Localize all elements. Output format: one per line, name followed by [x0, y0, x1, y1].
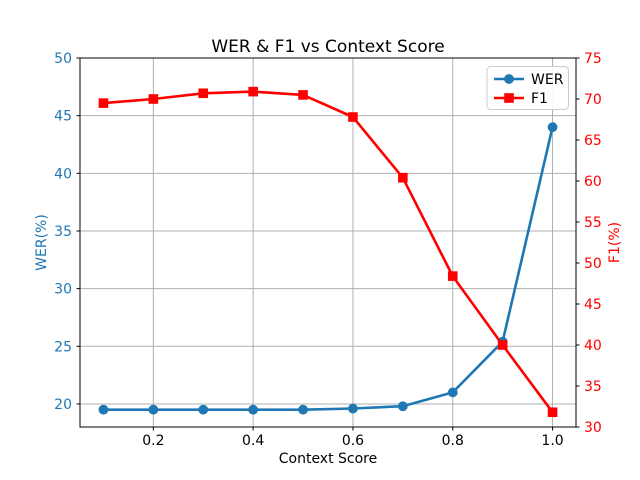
y-right-tick-label: 45	[584, 297, 602, 313]
x-tick-label: 0.2	[142, 433, 164, 449]
wer-marker-point-2	[198, 404, 209, 415]
y-axis-label-left: WER(%)	[34, 214, 50, 271]
y-left-tick-label: 30	[54, 282, 72, 298]
f1-marker-point-2	[198, 88, 209, 99]
legend-label-f1: F1	[531, 91, 548, 107]
f1-marker-point-1	[148, 94, 159, 104]
wer-marker-point-6	[397, 401, 408, 412]
wer-line	[103, 126, 554, 412]
wer-marker-point-4	[298, 404, 308, 415]
y-left-tick-label: 50	[54, 51, 72, 67]
axes-spines	[79, 57, 577, 428]
y-right-tick-label: 50	[584, 256, 602, 272]
y-right-tick-label: 30	[584, 420, 602, 436]
y-left-tick-label: 25	[54, 339, 72, 355]
chart-title: WER & F1 vs Context Score	[211, 37, 444, 57]
y-right-tick-label: 75	[584, 51, 602, 67]
x-tick-label: 1.0	[541, 433, 563, 449]
y-left-tick-label: 45	[54, 109, 72, 125]
y-right-tick-label: 55	[584, 215, 602, 231]
f1-marker-point-8	[497, 340, 508, 350]
y-left-tick-label: 20	[54, 397, 72, 413]
f1-marker-point-6	[398, 172, 408, 183]
f1-marker-point-4	[298, 90, 308, 100]
y-left-tick-label: 40	[54, 166, 72, 182]
y-right-tick-label: 70	[584, 92, 602, 108]
y-right-tick-label: 65	[584, 133, 602, 149]
f1-marker-point-5	[348, 112, 358, 122]
x-tick-label: 0.4	[242, 433, 264, 449]
x-tick-label: 0.6	[342, 433, 364, 449]
axes-background	[80, 58, 576, 427]
f1-marker-point-9	[547, 407, 558, 418]
wer-marker-point-9	[547, 122, 558, 133]
y-left-tick-label: 35	[54, 224, 72, 240]
f1-marker-point-0	[98, 98, 109, 108]
y-axis-label-right: F1(%)	[607, 222, 623, 263]
legend-marker-f1	[504, 93, 514, 103]
wer-marker-point-0	[98, 404, 109, 415]
f1-marker-point-7	[447, 271, 458, 281]
wer-marker-point-1	[148, 404, 159, 415]
f1-line	[103, 90, 554, 413]
legend-label-wer: WER	[531, 72, 564, 88]
f1-marker-point-3	[248, 86, 258, 97]
y-right-tick-label: 60	[584, 174, 602, 190]
x-tick-label: 0.8	[442, 433, 464, 449]
legend-marker-wer	[504, 74, 514, 84]
y-right-tick-label: 40	[584, 338, 602, 354]
wer-marker-point-7	[447, 387, 458, 398]
x-axis-label: Context Score	[279, 451, 378, 467]
y-right-tick-label: 35	[584, 379, 602, 395]
wer-marker-point-3	[248, 404, 259, 415]
wer-marker-point-5	[348, 403, 358, 414]
